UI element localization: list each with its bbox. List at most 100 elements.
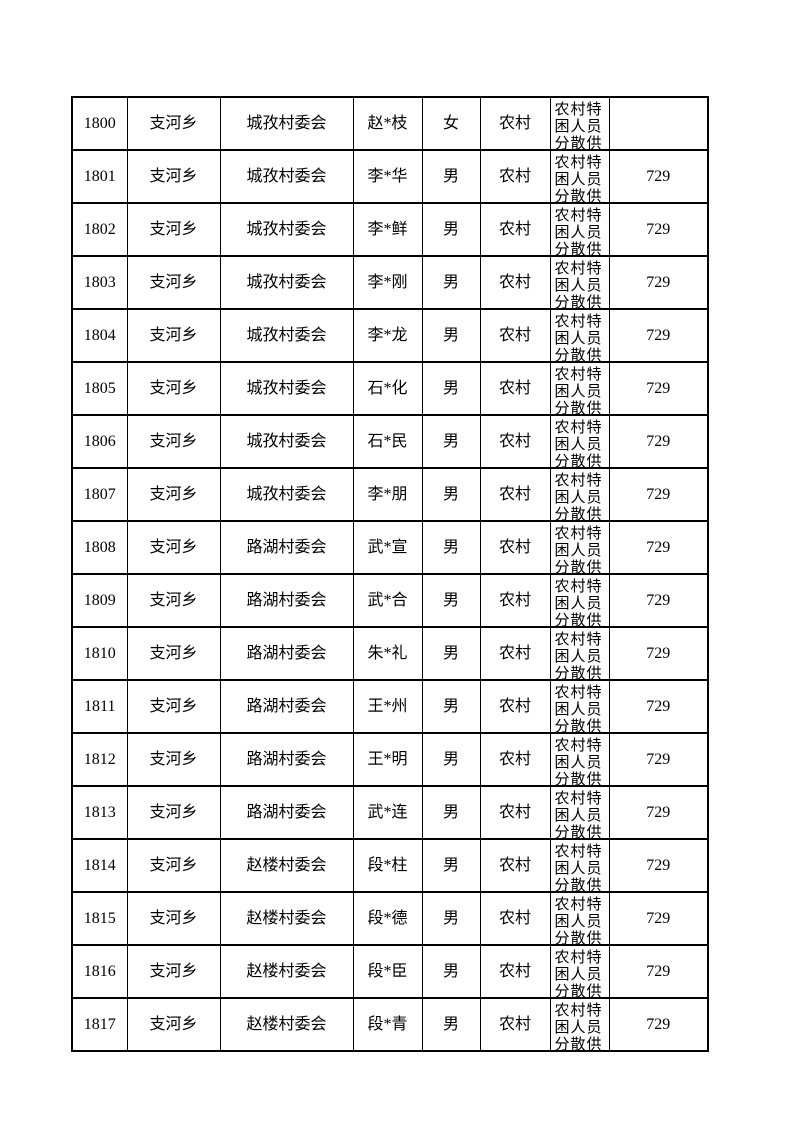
cell-area-type: 农村 — [479, 891, 551, 946]
cell-person-name: 武*宣 — [352, 520, 423, 575]
cell-village-committee: 城孜村委会 — [219, 149, 354, 204]
support-category-text: 农村特困人员分散供 — [554, 579, 603, 626]
cell-support-category: 农村特困人员分散供 — [549, 997, 610, 1052]
cell-village-committee: 城孜村委会 — [219, 255, 354, 310]
support-category-text: 农村特困人员分散供 — [554, 791, 603, 838]
table-row: 1808 支河乡 路湖村委会 武*宣男农村 农村特困人员分散供 729 — [71, 520, 709, 575]
cell-serial-number: 1815 — [71, 891, 128, 946]
cell-village-committee: 赵楼村委会 — [219, 997, 354, 1052]
support-category-text: 农村特困人员分散供 — [554, 208, 603, 255]
cell-gender: 男 — [421, 361, 481, 416]
cell-serial-number: 1817 — [71, 997, 128, 1052]
cell-area-type: 农村 — [479, 361, 551, 416]
cell-support-category: 农村特困人员分散供 — [549, 308, 610, 363]
cell-village-committee: 路湖村委会 — [219, 785, 354, 840]
cell-serial-number: 1803 — [71, 255, 128, 310]
cell-township: 支河乡 — [126, 467, 221, 522]
cell-serial-number: 1816 — [71, 944, 128, 999]
cell-person-name: 王*明 — [352, 732, 423, 787]
cell-area-type: 农村 — [479, 96, 551, 151]
cell-amount: 729 — [608, 308, 709, 363]
cell-serial-number: 1811 — [71, 679, 128, 734]
cell-person-name: 李*华 — [352, 149, 423, 204]
table-row: 1803 支河乡 城孜村委会 李*刚男农村 农村特困人员分散供 729 — [71, 255, 709, 310]
table-row: 1813 支河乡 路湖村委会 武*连男农村 农村特困人员分散供 729 — [71, 785, 709, 840]
cell-amount: 729 — [608, 573, 709, 628]
cell-serial-number: 1808 — [71, 520, 128, 575]
table-row: 1817 支河乡 赵楼村委会 段*青男农村 农村特困人员分散供 729 — [71, 997, 709, 1052]
table-row: 1816 支河乡 赵楼村委会 段*臣男农村 农村特困人员分散供 729 — [71, 944, 709, 999]
cell-township: 支河乡 — [126, 997, 221, 1052]
cell-support-category: 农村特困人员分散供 — [549, 202, 610, 257]
support-category-text: 农村特困人员分散供 — [554, 526, 603, 573]
cell-support-category: 农村特困人员分散供 — [549, 838, 610, 893]
cell-amount: 729 — [608, 467, 709, 522]
table-row: 1814 支河乡 赵楼村委会 段*柱男农村 农村特困人员分散供 729 — [71, 838, 709, 893]
support-category-text: 农村特困人员分散供 — [554, 367, 603, 414]
cell-support-category: 农村特困人员分散供 — [549, 255, 610, 310]
cell-serial-number: 1801 — [71, 149, 128, 204]
cell-amount: 729 — [608, 414, 709, 469]
support-category-text: 农村特困人员分散供 — [554, 844, 603, 891]
cell-serial-number: 1800 — [71, 96, 128, 151]
cell-township: 支河乡 — [126, 96, 221, 151]
support-category-text: 农村特困人员分散供 — [554, 420, 603, 467]
cell-village-committee: 路湖村委会 — [219, 520, 354, 575]
cell-gender: 男 — [421, 944, 481, 999]
cell-amount: 729 — [608, 944, 709, 999]
cell-gender: 男 — [421, 202, 481, 257]
support-category-text: 农村特困人员分散供 — [554, 155, 603, 202]
cell-village-committee: 赵楼村委会 — [219, 944, 354, 999]
cell-support-category: 农村特困人员分散供 — [549, 520, 610, 575]
cell-person-name: 朱*礼 — [352, 626, 423, 681]
cell-gender: 男 — [421, 149, 481, 204]
cell-village-committee: 城孜村委会 — [219, 467, 354, 522]
cell-support-category: 农村特困人员分散供 — [549, 944, 610, 999]
cell-serial-number: 1805 — [71, 361, 128, 416]
support-category-text: 农村特困人员分散供 — [554, 738, 603, 785]
cell-support-category: 农村特困人员分散供 — [549, 891, 610, 946]
cell-person-name: 段*臣 — [352, 944, 423, 999]
cell-person-name: 李*刚 — [352, 255, 423, 310]
cell-person-name: 段*青 — [352, 997, 423, 1052]
support-category-text: 农村特困人员分散供 — [554, 314, 603, 361]
cell-area-type: 农村 — [479, 997, 551, 1052]
cell-village-committee: 城孜村委会 — [219, 96, 354, 151]
cell-area-type: 农村 — [479, 202, 551, 257]
cell-person-name: 李*鲜 — [352, 202, 423, 257]
table-row: 1800 支河乡 城孜村委会 赵*枝女农村 农村特困人员分散供 — [71, 96, 709, 151]
cell-person-name: 李*朋 — [352, 467, 423, 522]
cell-serial-number: 1814 — [71, 838, 128, 893]
cell-support-category: 农村特困人员分散供 — [549, 626, 610, 681]
cell-amount: 729 — [608, 891, 709, 946]
cell-support-category: 农村特困人员分散供 — [549, 467, 610, 522]
cell-support-category: 农村特困人员分散供 — [549, 732, 610, 787]
cell-area-type: 农村 — [479, 679, 551, 734]
cell-village-committee: 城孜村委会 — [219, 202, 354, 257]
cell-township: 支河乡 — [126, 149, 221, 204]
cell-township: 支河乡 — [126, 785, 221, 840]
table-row: 1806 支河乡 城孜村委会 石*民男农村 农村特困人员分散供 729 — [71, 414, 709, 469]
cell-person-name: 王*州 — [352, 679, 423, 734]
cell-person-name: 石*民 — [352, 414, 423, 469]
cell-area-type: 农村 — [479, 308, 551, 363]
cell-township: 支河乡 — [126, 891, 221, 946]
cell-township: 支河乡 — [126, 944, 221, 999]
cell-area-type: 农村 — [479, 520, 551, 575]
table-row: 1815 支河乡 赵楼村委会 段*德男农村 农村特困人员分散供 729 — [71, 891, 709, 946]
cell-serial-number: 1802 — [71, 202, 128, 257]
cell-township: 支河乡 — [126, 308, 221, 363]
cell-gender: 女 — [421, 96, 481, 151]
cell-gender: 男 — [421, 255, 481, 310]
support-category-text: 农村特困人员分散供 — [554, 632, 603, 679]
cell-area-type: 农村 — [479, 732, 551, 787]
support-category-text: 农村特困人员分散供 — [554, 1003, 603, 1050]
cell-township: 支河乡 — [126, 732, 221, 787]
cell-gender: 男 — [421, 626, 481, 681]
cell-township: 支河乡 — [126, 255, 221, 310]
cell-area-type: 农村 — [479, 626, 551, 681]
cell-support-category: 农村特困人员分散供 — [549, 785, 610, 840]
table-row: 1801 支河乡 城孜村委会 李*华男农村 农村特困人员分散供 729 — [71, 149, 709, 204]
table-row: 1807 支河乡 城孜村委会 李*朋男农村 农村特困人员分散供 729 — [71, 467, 709, 522]
cell-serial-number: 1813 — [71, 785, 128, 840]
